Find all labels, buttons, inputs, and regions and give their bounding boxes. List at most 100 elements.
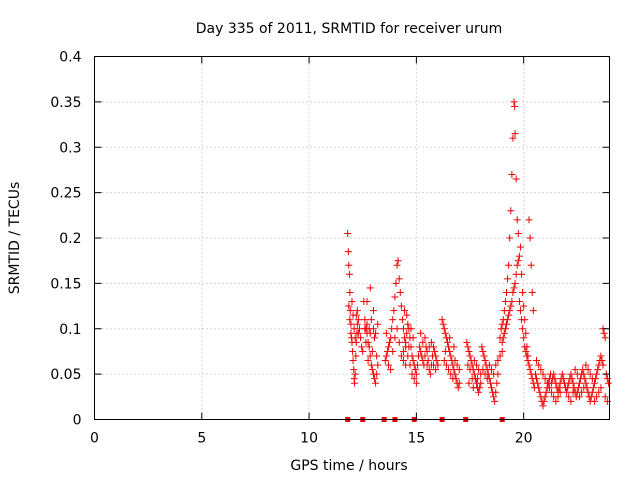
data-point: [382, 329, 390, 337]
data-point: [362, 338, 370, 346]
data-point: [593, 370, 601, 378]
data-point: [389, 316, 397, 324]
data-point: [601, 334, 609, 342]
data-point: [571, 366, 579, 374]
data-point: [366, 329, 374, 337]
data-point: [351, 334, 359, 342]
data-point: [425, 343, 433, 351]
data-point: [496, 352, 504, 360]
data-point: [563, 388, 571, 396]
data-point: [519, 325, 527, 333]
x-axis-label: GPS time / hours: [290, 458, 407, 474]
data-point: [361, 316, 369, 324]
data-point: [364, 357, 372, 365]
data-point: [454, 384, 462, 392]
data-point: [514, 229, 522, 237]
data-point: [367, 316, 375, 324]
data-point: [365, 343, 373, 351]
data-point: [534, 379, 542, 387]
data-point: [520, 302, 528, 310]
data-point: [514, 257, 522, 265]
data-point: [472, 361, 480, 369]
data-point: [443, 338, 451, 346]
data-point: [491, 397, 499, 405]
x-tick-label: 15: [407, 431, 425, 447]
data-point: [351, 379, 359, 387]
data-point: [352, 311, 360, 319]
data-point: [373, 370, 381, 378]
y-tick-label: 0.35: [50, 95, 81, 111]
y-tick-label: 0.2: [59, 231, 81, 247]
data-point: [541, 375, 549, 383]
data-point: [395, 275, 403, 283]
data-point: [595, 388, 603, 396]
data-point: [363, 320, 371, 328]
data-point: [423, 347, 431, 355]
data-point: [410, 375, 418, 383]
data-point: [525, 216, 533, 224]
y-axis-label: SRMTID / TECUs: [7, 182, 23, 295]
data-point: [445, 366, 453, 374]
data-point: [446, 334, 454, 342]
x-tick-label: 10: [300, 431, 318, 447]
data-point: [510, 98, 518, 106]
data-point: [470, 370, 478, 378]
data-point: [441, 329, 449, 337]
data-point: [598, 357, 606, 365]
data-point: [442, 361, 450, 369]
data-point: [526, 234, 534, 242]
data-point: [466, 366, 474, 374]
data-point: [351, 370, 359, 378]
data-point: [417, 329, 425, 337]
data-points: [344, 98, 612, 410]
data-point: [492, 388, 500, 396]
data-point: [508, 170, 516, 178]
data-point: [369, 307, 377, 315]
data-point: [374, 361, 382, 369]
data-point: [533, 357, 541, 365]
data-point: [371, 334, 379, 342]
data-point: [430, 361, 438, 369]
data-point: [347, 329, 355, 337]
data-point: [433, 357, 441, 365]
data-point: [432, 366, 440, 374]
data-point: [373, 352, 381, 360]
data-point: [397, 352, 405, 360]
data-point: [405, 343, 413, 351]
data-point: [366, 352, 374, 360]
data-point: [597, 352, 605, 360]
data-point: [349, 347, 357, 355]
data-point: [479, 366, 487, 374]
data-point: [392, 279, 400, 287]
data-point: [593, 393, 601, 401]
data-point: [583, 384, 591, 392]
data-point: [505, 261, 513, 269]
data-point: [508, 298, 516, 306]
data-point: [354, 329, 362, 337]
data-point: [582, 379, 590, 387]
data-point: [504, 316, 512, 324]
data-point: [492, 361, 500, 369]
data-point: [421, 334, 429, 342]
data-point: [374, 320, 382, 328]
data-point: [463, 338, 471, 346]
data-point: [545, 384, 553, 392]
data-point: [475, 388, 483, 396]
data-point: [409, 357, 417, 365]
data-point: [384, 361, 392, 369]
data-point: [408, 370, 416, 378]
data-point: [523, 352, 531, 360]
data-point: [486, 379, 494, 387]
data-point: [453, 361, 461, 369]
data-point: [366, 284, 374, 292]
data-point: [381, 357, 389, 365]
data-point: [345, 261, 353, 269]
data-point: [503, 288, 510, 296]
data-point: [503, 320, 510, 328]
data-point: [384, 343, 392, 351]
data-point: [455, 379, 463, 387]
data-point: [419, 338, 427, 346]
data-point: [479, 347, 487, 355]
data-point: [347, 320, 355, 328]
